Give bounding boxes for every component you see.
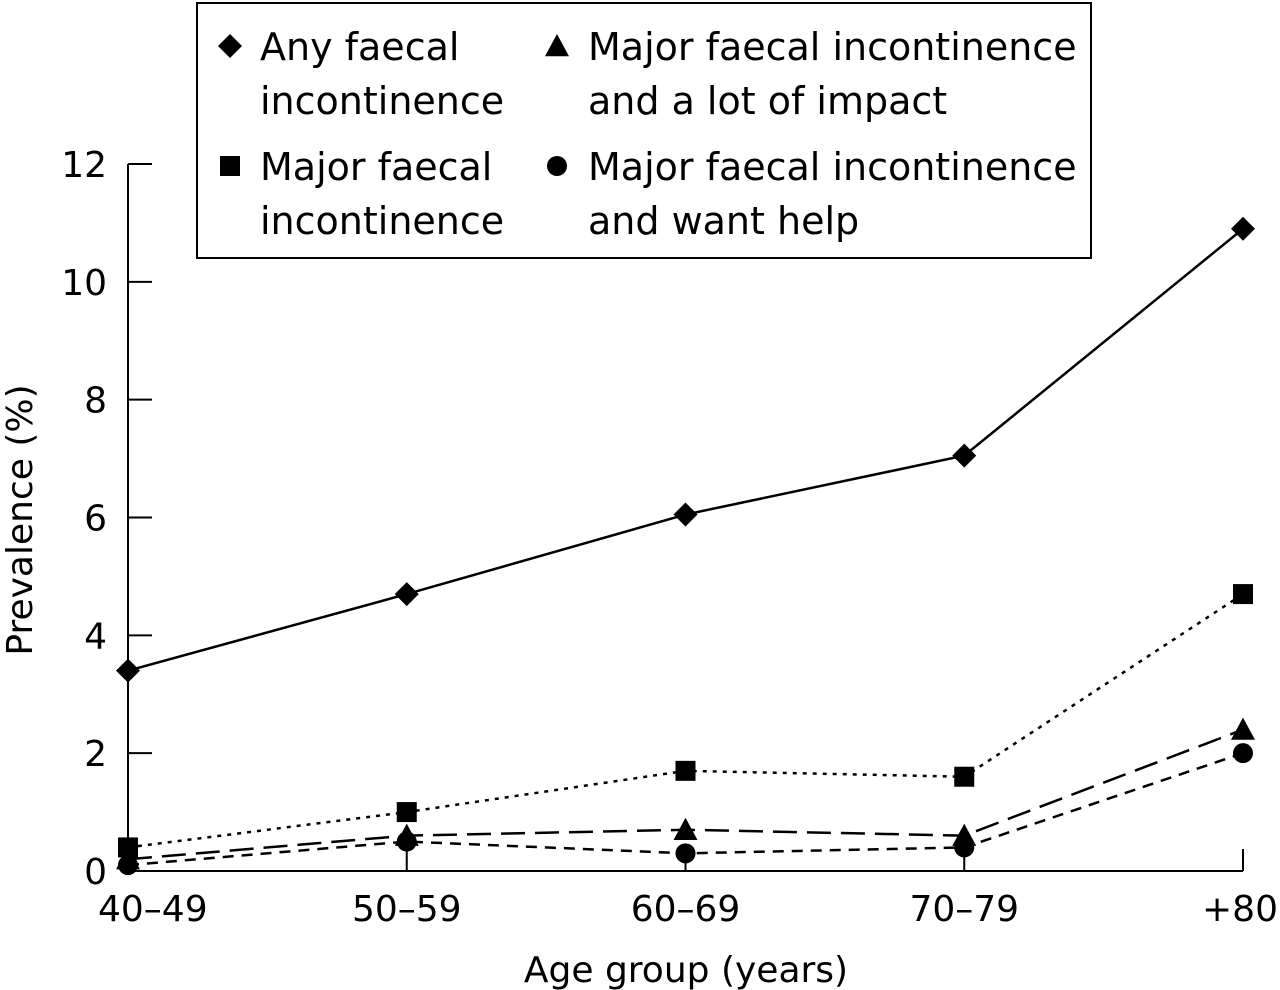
y-tick-label: 8 [84,381,107,422]
legend-label: and want help [588,199,859,243]
legend-box [196,2,1092,259]
data-point-circle [954,837,975,858]
data-point-circle [1233,743,1253,764]
data-point-triangle [673,817,698,840]
legend: Any faecal incontinence Major faecal incont… [196,2,1092,259]
x-tick-label: 60–69 [631,889,741,930]
x-axis-title: Age group (years) [524,950,848,990]
x-tick-label: 70–79 [909,889,1019,930]
legend-label: incontinence [260,199,504,243]
x-ticks: 40–49 50–59 60–69 70–79 +80 [98,849,1278,930]
legend-label: incontinence [260,79,504,123]
data-point-circle [675,843,696,864]
data-point-triangle [1231,717,1255,740]
y-tick-label: 0 [84,852,107,893]
legend-item-circle: Major faecal incontinence and want help [547,145,1077,243]
legend-items: Any faecal incontinence Major faecal incont… [218,25,1077,243]
legend-label: Major faecal incontinence [588,145,1077,189]
data-point-square [1233,584,1253,605]
plot-area: 0 2 4 6 8 10 12 40–49 50–59 60–69 70–79 +80 [61,145,1278,930]
data-point-circle [118,855,138,876]
y-ticks: 0 2 4 6 8 10 12 [61,145,152,893]
legend-circle-icon [547,156,567,176]
data-point-square [954,766,975,787]
legend-triangle-icon [545,34,569,57]
legend-label: Any faecal [260,25,459,69]
legend-diamond-icon [218,34,242,58]
data-point-square [396,802,417,823]
y-tick-label: 10 [61,263,107,304]
x-tick-label: 50–59 [352,889,462,930]
data-point-diamond [952,443,977,468]
legend-label: and a lot of impact [588,79,947,123]
legend-label: Major faecal [260,145,492,189]
x-tick-label: +80 [1202,889,1278,930]
y-tick-label: 4 [84,616,107,657]
legend-item-square: Major faecal incontinence [220,145,504,243]
y-tick-label: 6 [84,499,107,540]
series-line-diamond [127,227,1244,672]
data-point-square [675,760,696,781]
legend-item-diamond: Any faecal incontinence [218,25,504,123]
data-point-diamond [673,502,698,527]
data-point-diamond [116,658,140,683]
legend-square-icon [220,156,240,176]
legend-label: Major faecal incontinence [588,25,1077,69]
series-markers [116,216,1255,876]
data-point-diamond [1231,216,1255,241]
data-point-diamond [394,582,419,607]
y-tick-label: 2 [84,734,107,775]
y-tick-label: 12 [61,145,107,186]
y-axis-title: Prevalence (%) [0,384,41,655]
x-tick-label: 40–49 [98,889,208,930]
data-point-circle [396,831,417,852]
legend-item-triangle: Major faecal incontinence and a lot of im… [545,25,1077,123]
